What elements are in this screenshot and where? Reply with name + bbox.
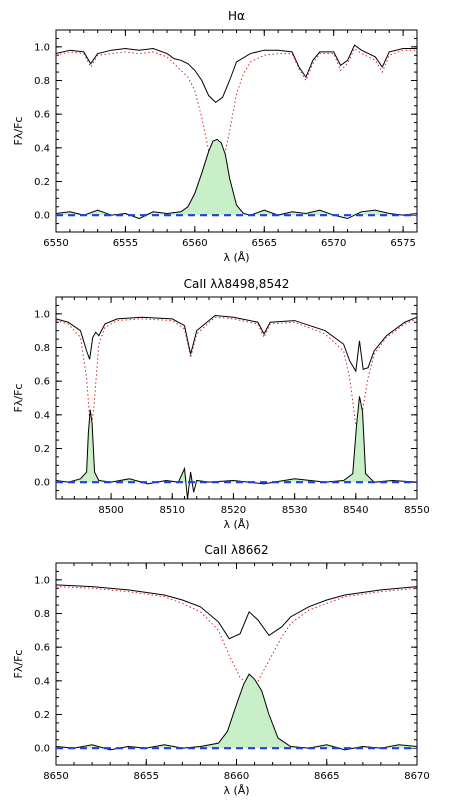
x-axis-label: λ (Å) bbox=[223, 784, 249, 797]
y-tick-label: 0.6 bbox=[34, 643, 50, 654]
plot-data bbox=[56, 44, 417, 220]
x-tick-label: 8500 bbox=[98, 505, 123, 516]
y-tick-label: 0.2 bbox=[34, 177, 50, 188]
x-tick-label: 8520 bbox=[221, 505, 246, 516]
chart-title: CaII λλ8498,8542 bbox=[184, 277, 290, 291]
y-tick-label: 0.0 bbox=[34, 211, 50, 222]
x-tick-label: 8670 bbox=[404, 771, 429, 782]
x-axis-label: λ (Å) bbox=[223, 251, 249, 264]
y-tick-label: 0.0 bbox=[34, 744, 50, 755]
y-tick-label: 0.6 bbox=[34, 110, 50, 121]
chart-title: Hα bbox=[228, 9, 245, 23]
y-axis-label: Fλ/Fc bbox=[12, 384, 25, 413]
series-observed bbox=[56, 315, 417, 373]
series-subtracted bbox=[56, 396, 417, 499]
x-tick-label: 6555 bbox=[113, 238, 138, 249]
plot-data bbox=[56, 315, 417, 499]
y-tick-label: 0.2 bbox=[34, 444, 50, 455]
panel-caii-8662: CaII λ8662 8650 8655 8660 8665 8670 0.0 0.2 0.4 0… bbox=[12, 543, 430, 797]
x-tick-label: 6550 bbox=[43, 238, 68, 249]
x-tick-label: 6560 bbox=[182, 238, 207, 249]
emission-fill bbox=[56, 674, 417, 749]
y-axis-label: Fλ/Fc bbox=[12, 650, 25, 679]
emission-fill bbox=[56, 396, 417, 483]
y-tick-label: 1.0 bbox=[34, 42, 50, 53]
x-axis-label: λ (Å) bbox=[223, 518, 249, 531]
y-tick-label: 0.2 bbox=[34, 710, 50, 721]
series-subtracted bbox=[56, 673, 417, 751]
series-synthetic bbox=[56, 47, 417, 173]
x-tick-label: 8550 bbox=[404, 505, 429, 516]
y-tick-label: 0.0 bbox=[34, 478, 50, 489]
y-tick-label: 0.8 bbox=[34, 343, 50, 354]
y-tick-label: 0.8 bbox=[34, 609, 50, 620]
y-tick-label: 1.0 bbox=[34, 575, 50, 586]
plot-data bbox=[56, 584, 417, 751]
y-tick-label: 0.4 bbox=[34, 143, 50, 154]
y-tick-label: 0.4 bbox=[34, 410, 50, 421]
x-tick-label: 8530 bbox=[282, 505, 307, 516]
x-tick-label: 8650 bbox=[43, 771, 68, 782]
y-tick-label: 0.6 bbox=[34, 377, 50, 388]
x-tick-label: 6565 bbox=[252, 238, 277, 249]
series-observed bbox=[56, 584, 417, 640]
panel-halpha: Hα 6550 6555 6560 6565 6570 6575 0.0 0.2 0.4 0.6 0.… bbox=[12, 9, 418, 264]
y-tick-label: 0.8 bbox=[34, 76, 50, 87]
series-synthetic bbox=[56, 586, 417, 687]
panel-caii-8498-8542: CaII λλ8498,8542 8500 8510 8520 8530 8540 8550… bbox=[12, 277, 430, 531]
x-tick-label: 8665 bbox=[314, 771, 339, 782]
chart-title: CaII λ8662 bbox=[204, 543, 268, 557]
y-tick-label: 1.0 bbox=[34, 309, 50, 320]
series-observed bbox=[56, 44, 417, 104]
x-tick-label: 8655 bbox=[134, 771, 159, 782]
y-tick-label: 0.4 bbox=[34, 676, 50, 687]
x-tick-label: 8660 bbox=[224, 771, 249, 782]
x-tick-label: 6570 bbox=[321, 238, 346, 249]
x-tick-label: 6575 bbox=[390, 238, 415, 249]
x-tick-label: 8510 bbox=[160, 505, 185, 516]
x-tick-label: 8540 bbox=[343, 505, 368, 516]
plot-frame bbox=[55, 29, 418, 233]
y-axis-label: Fλ/Fc bbox=[12, 117, 25, 146]
